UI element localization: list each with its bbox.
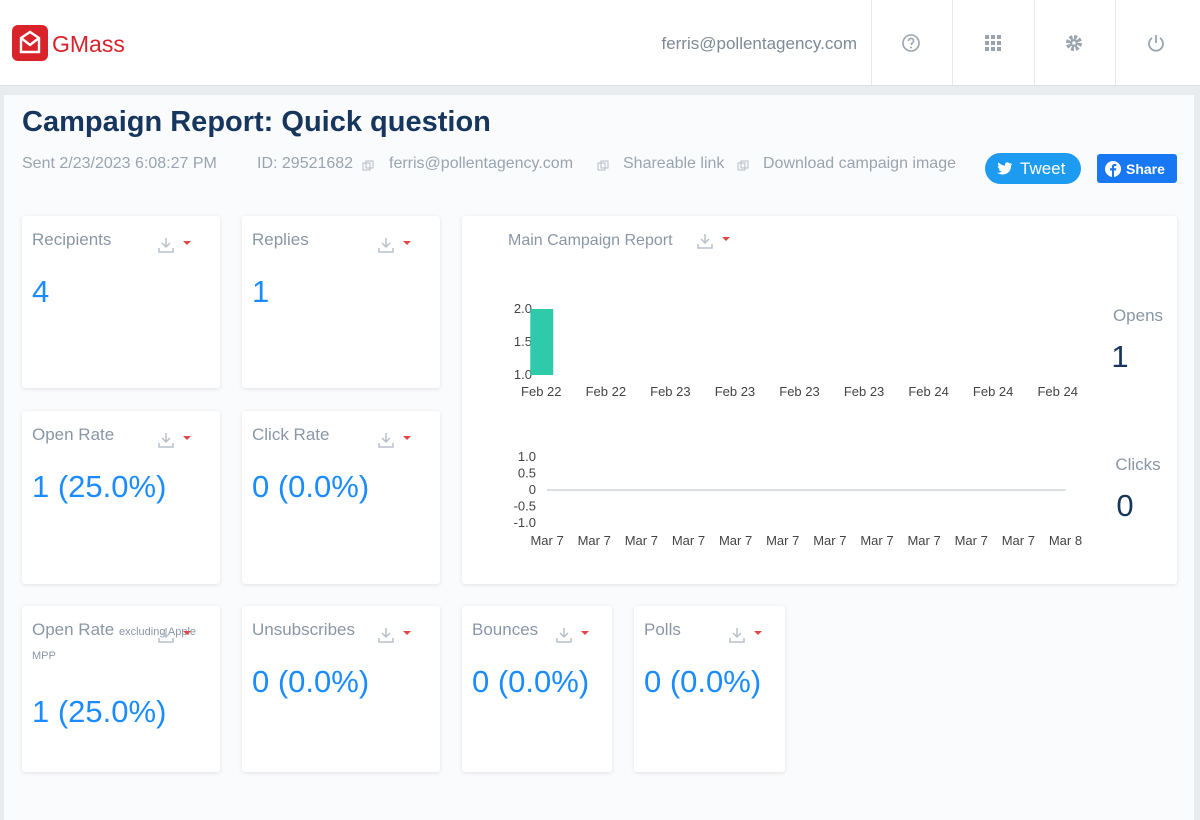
twitter-icon [997,162,1012,175]
user-email[interactable]: ferris@pollentagency.com [661,34,857,53]
chart-panel [462,216,1177,584]
tweet-button[interactable]: Tweet [985,153,1081,184]
copy-icon[interactable] [597,160,609,172]
copy-icon[interactable] [362,160,374,172]
chart-panel-title: Main Campaign Report [508,232,673,249]
download-menu[interactable] [158,236,196,254]
download-menu[interactable] [378,431,416,449]
card-label: Bounces [472,619,650,641]
card-title: Unsubscribes [252,620,355,639]
card-value: 0 (0.0%) [252,469,370,504]
separator [1034,0,1035,85]
share-button[interactable]: Share [1097,154,1177,183]
download-menu[interactable] [378,626,416,644]
card-note: excluding Apple MPP [32,626,197,662]
card-value: 0 (0.0%) [472,664,590,699]
download-image[interactable]: Download campaign image [763,155,956,172]
download-menu[interactable] [158,626,196,644]
settings-icon[interactable] [1065,34,1083,52]
separator [952,0,953,85]
card-label: Open Rate excluding Apple MPP [32,619,210,667]
card-value: 0 (0.0%) [252,664,370,699]
download-menu[interactable] [378,236,416,254]
download-menu[interactable] [729,626,767,644]
card-title: Polls [644,620,681,639]
card-label: Replies [252,229,430,251]
brand[interactable]: GMass [52,31,125,57]
logout-icon[interactable] [1146,33,1166,53]
logo-icon[interactable] [12,25,48,61]
card-value: 1 (25.0%) [32,469,167,504]
separator [1115,0,1116,85]
top-bar: GMass ferris@pollentagency.com [0,0,1200,86]
stat-card: Unsubscribes 0 (0.0%) [242,606,440,772]
facebook-icon [1105,161,1121,177]
sent-date: Sent 2/23/2023 6:08:27 PM [22,155,217,172]
card-title: Open Rate [32,425,115,444]
stat-card: Replies 1 [242,216,440,388]
card-title: Click Rate [252,425,330,444]
apps-icon[interactable] [984,34,1002,52]
card-value: 1 [252,274,270,309]
stat-card: Click Rate 0 (0.0%) [242,411,440,584]
card-title: Bounces [472,620,539,639]
card-label: Open Rate [32,424,210,446]
card-title: Recipients [32,230,112,249]
stat-card: Recipients 4 [22,216,220,388]
separator [871,0,872,85]
card-value: 4 [32,274,50,309]
stat-card: Polls 0 (0.0%) [634,606,785,772]
sender-email[interactable]: ferris@pollentagency.com [389,155,574,172]
card-title: Replies [252,230,309,249]
card-label: Polls [644,619,822,641]
share-label: Share [1126,161,1165,177]
download-menu[interactable] [158,431,196,449]
copy-icon[interactable] [737,160,749,172]
shareable-link[interactable]: Shareable link [623,155,725,172]
card-label: Recipients [32,229,210,251]
help-icon[interactable] [901,33,921,53]
card-label: Click Rate [252,424,430,446]
card-title: Open Rate [32,620,115,639]
report-title: Campaign Report: Quick question [22,106,491,138]
card-value: 1 (25.0%) [32,694,167,729]
card-label: Unsubscribes [252,619,430,641]
campaign-id[interactable]: ID: 29521682 [257,155,354,172]
stat-card: Bounces 0 (0.0%) [462,606,612,772]
card-value: 0 (0.0%) [644,664,762,699]
tweet-label: Tweet [1020,159,1066,178]
download-menu[interactable] [556,626,594,644]
stat-card: Open Rate 1 (25.0%) [22,411,220,584]
download-menu[interactable] [697,232,735,250]
stat-card: Open Rate excluding Apple MPP 1 (25.0%) [22,606,220,772]
